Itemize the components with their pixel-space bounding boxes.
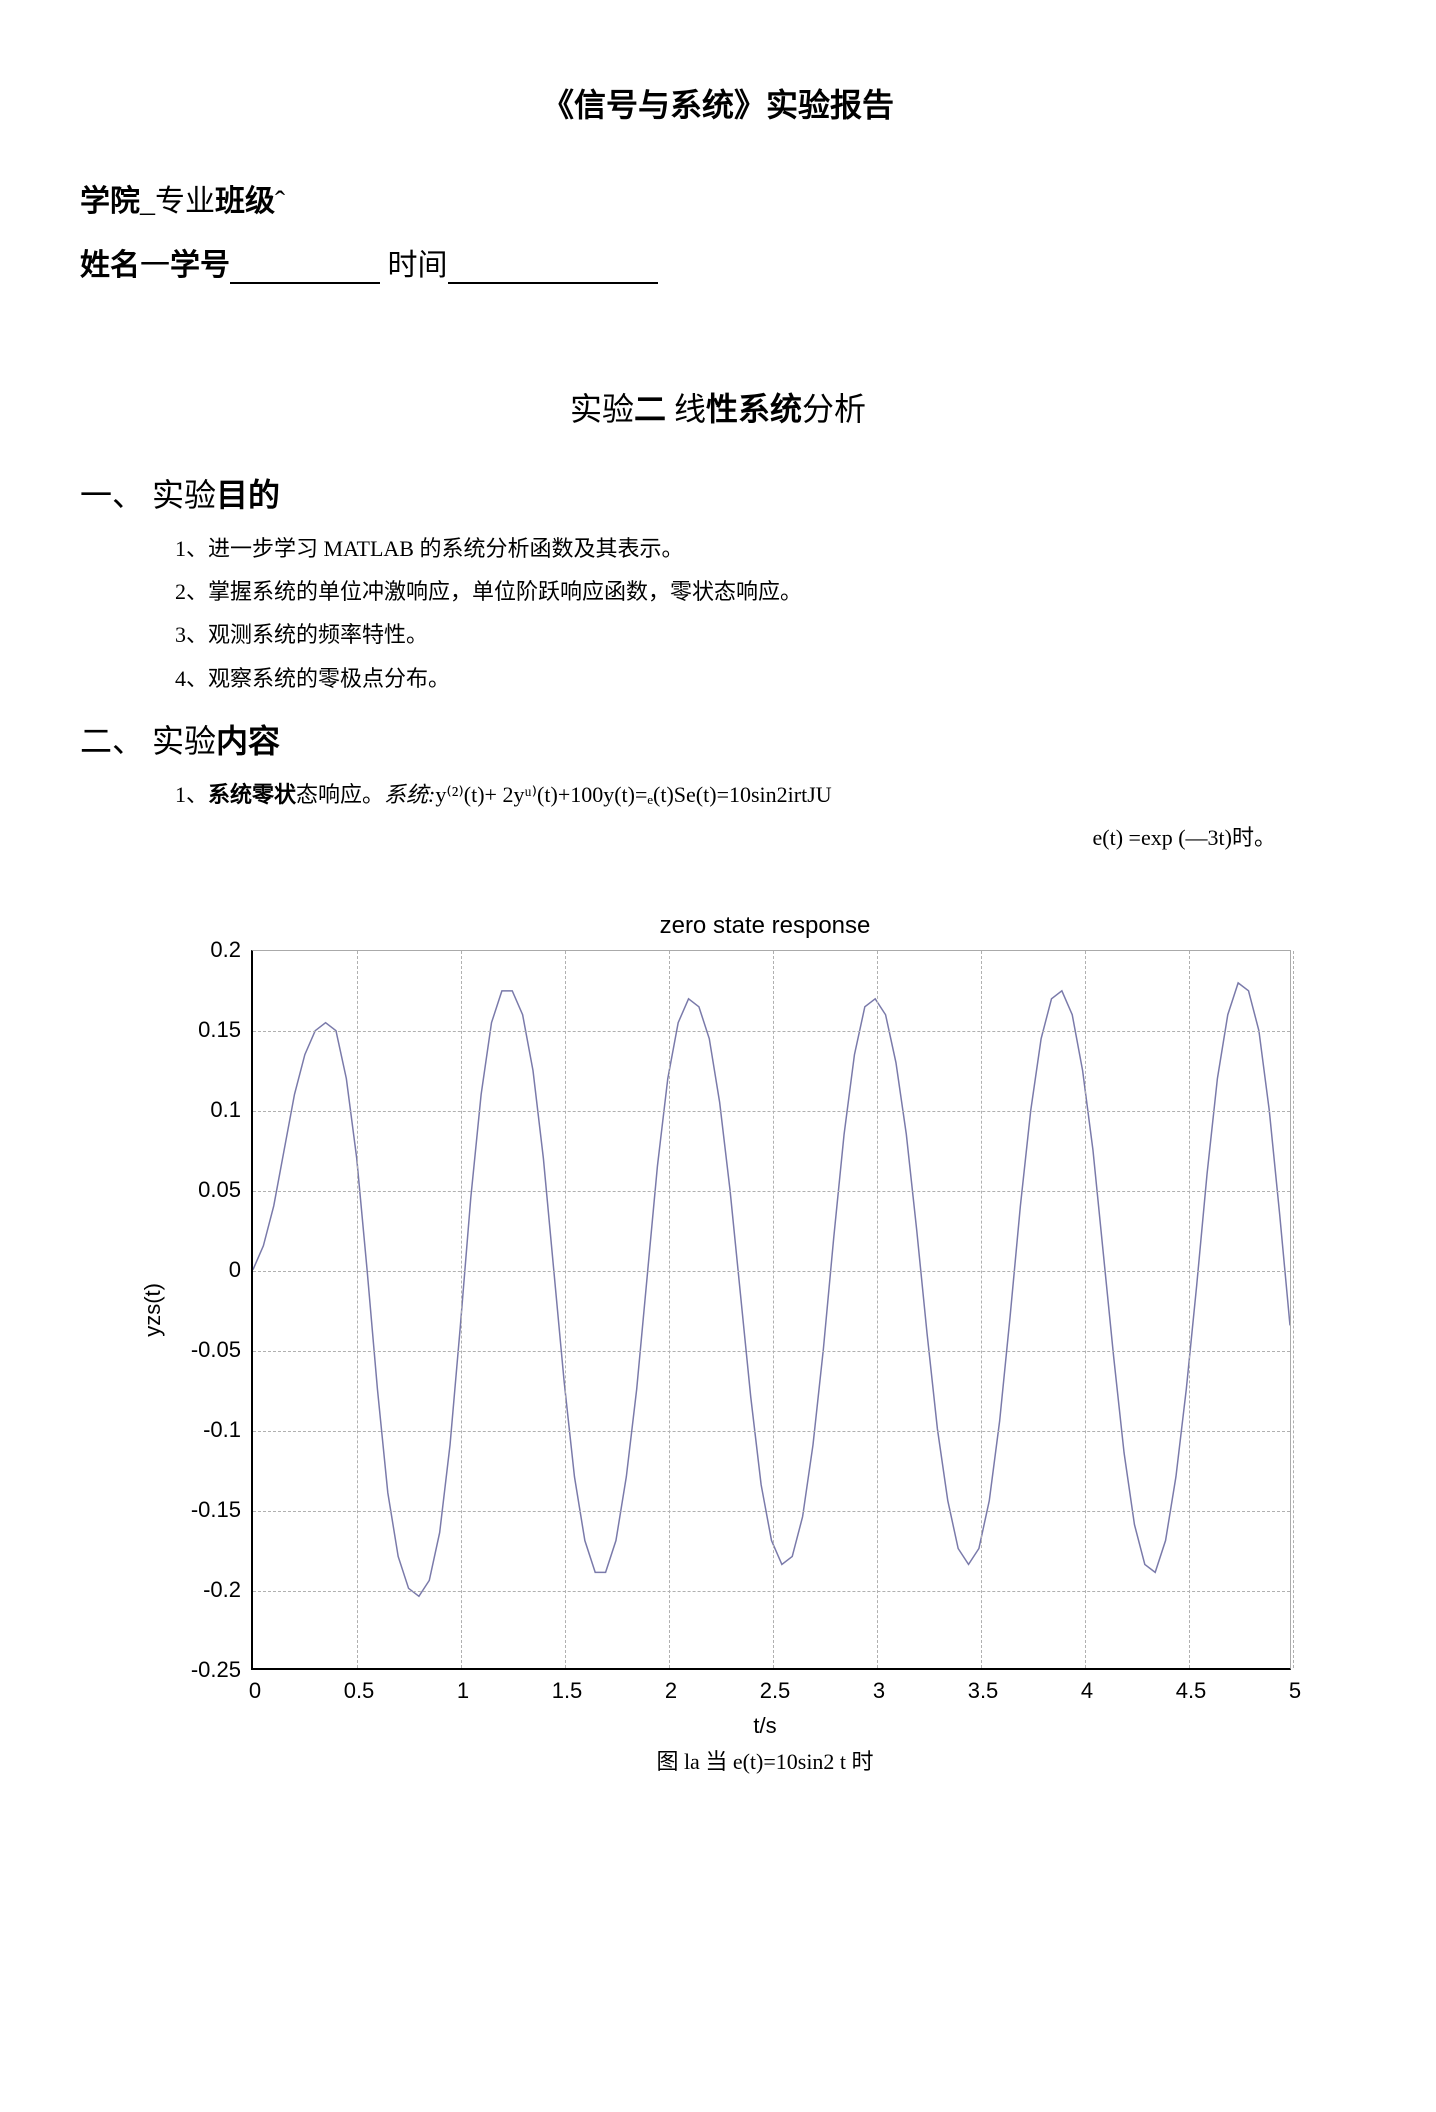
chart-xlabel: t/s xyxy=(190,1713,1340,1739)
grid-horizontal xyxy=(253,1431,1290,1432)
field-name: 姓名 xyxy=(80,249,140,282)
experiment-subtitle: 实验二 线性系统分析 xyxy=(80,384,1356,430)
document-title: 《信号与系统》实验报告 xyxy=(80,80,1356,126)
y-axis: 0.20.150.10.050-0.05-0.1-0.15-0.2-0.25 xyxy=(171,950,251,1670)
section-1-bold: 目的 xyxy=(216,477,280,513)
grid-horizontal xyxy=(253,1271,1290,1272)
section-2-bold: 内容 xyxy=(216,723,280,759)
section-1-header: 一、 实验目的 xyxy=(80,470,1356,516)
content-line-1: 1、系统零状态响应。系统:y⁽²⁾(t)+ 2yᵘ⁾(t)+100y(t)=ₑ(… xyxy=(175,777,1356,812)
section-2-text: 实验 xyxy=(152,723,216,759)
field-time: 时间 xyxy=(388,249,448,282)
subtitle-suffix: 分析 xyxy=(802,391,866,427)
list-item-3: 3、观测系统的频率特性。 xyxy=(175,617,1356,652)
item-num: 3、 xyxy=(175,622,208,647)
subtitle-mid: 线 xyxy=(666,391,706,427)
form-line-1: 学院_专业班级ˆ xyxy=(80,176,1356,220)
y-tick-label: -0.05 xyxy=(191,1337,241,1363)
section-2-num: 二、 xyxy=(80,723,144,759)
content-normal: 态响应。 xyxy=(296,782,384,807)
right-note: e(t) =exp (—3t)时。 xyxy=(80,820,1276,852)
grid-vertical xyxy=(357,951,358,1668)
content-bold: 系统零状 xyxy=(208,782,296,807)
y-tick-label: 0.2 xyxy=(210,937,241,963)
grid-vertical xyxy=(461,951,462,1668)
grid-vertical xyxy=(1189,951,1190,1668)
content-equation: y⁽²⁾(t)+ 2yᵘ⁾(t)+100y(t)=ₑ(t)Se(t)=10sin… xyxy=(435,782,831,807)
grid-horizontal xyxy=(253,1191,1290,1192)
item-text: 观测系统的频率特性。 xyxy=(208,622,428,647)
item-text: 掌握系统的单位冲激响应，单位阶跃响应函数，零状态响应。 xyxy=(208,579,802,604)
x-axis: 00.511.522.533.544.55 xyxy=(255,1678,1305,1708)
subtitle-bold: 性系统 xyxy=(706,391,802,427)
y-tick-label: -0.25 xyxy=(191,1657,241,1683)
x-tick-label: 0.5 xyxy=(344,1678,375,1704)
grid-vertical xyxy=(669,951,670,1668)
section-1-text: 实验 xyxy=(152,477,216,513)
subtitle-prefix: 实验 xyxy=(570,391,634,427)
section-2-header: 二、 实验内容 xyxy=(80,716,1356,762)
grid-vertical xyxy=(1293,951,1294,1668)
x-tick-label: 4 xyxy=(1081,1678,1093,1704)
item-text: 进一步学习 MATLAB 的系统分析函数及其表示。 xyxy=(208,536,683,561)
x-tick-label: 2 xyxy=(665,1678,677,1704)
item-num: 1、 xyxy=(175,536,208,561)
grid-horizontal xyxy=(253,1111,1290,1112)
grid-vertical xyxy=(877,951,878,1668)
chart-wrapper: yzs(t) 0.20.150.10.050-0.05-0.1-0.15-0.2… xyxy=(140,950,1340,1670)
chart-ylabel: yzs(t) xyxy=(140,1283,166,1337)
item-num: 2、 xyxy=(175,579,208,604)
field-institute: 学院 xyxy=(80,185,140,218)
x-tick-label: 2.5 xyxy=(760,1678,791,1704)
y-tick-label: 0.1 xyxy=(210,1097,241,1123)
x-tick-label: 5 xyxy=(1289,1678,1301,1704)
subtitle-num: 二 xyxy=(634,391,666,427)
list-item-1: 1、进一步学习 MATLAB 的系统分析函数及其表示。 xyxy=(175,531,1356,566)
y-tick-label: -0.15 xyxy=(191,1497,241,1523)
section-1-num: 一、 xyxy=(80,477,144,513)
item-text: 观察系统的零极点分布。 xyxy=(208,666,450,691)
field-major: _专业 xyxy=(140,185,215,218)
list-item-4: 4、观察系统的零极点分布。 xyxy=(175,661,1356,696)
x-tick-label: 3.5 xyxy=(968,1678,999,1704)
grid-vertical xyxy=(565,951,566,1668)
chart-curve xyxy=(253,951,1290,1668)
underline-2 xyxy=(448,248,658,284)
y-tick-label: 0.05 xyxy=(198,1177,241,1203)
plot-area xyxy=(251,950,1291,1670)
chart-container: zero state response yzs(t) 0.2 0.15 0.1 0.0… xyxy=(140,912,1340,1776)
field-class: 班级 xyxy=(215,185,275,218)
y-tick-label: -0.2 xyxy=(203,1577,241,1603)
chart-caption: 图 la 当 e(t)=10sin2 t 时 xyxy=(190,1744,1340,1776)
y-tick-label: 0 xyxy=(229,1257,241,1283)
form-line-2: 姓名一学号 时间 xyxy=(80,240,1356,284)
grid-vertical xyxy=(1085,951,1086,1668)
x-tick-label: 0 xyxy=(249,1678,261,1704)
list-item-2: 2、掌握系统的单位冲激响应，单位阶跃响应函数，零状态响应。 xyxy=(175,574,1356,609)
content-num: 1、 xyxy=(175,782,208,807)
grid-horizontal xyxy=(253,1351,1290,1352)
caret-symbol: ˆ xyxy=(275,185,285,218)
x-tick-label: 1.5 xyxy=(552,1678,583,1704)
grid-horizontal xyxy=(253,1031,1290,1032)
underline-1 xyxy=(230,248,380,284)
connector: 一 xyxy=(140,249,170,282)
grid-horizontal xyxy=(253,1511,1290,1512)
x-tick-label: 3 xyxy=(873,1678,885,1704)
response-curve xyxy=(253,983,1290,1596)
content-italic: 系统: xyxy=(384,782,435,807)
item-num: 4、 xyxy=(175,666,208,691)
y-tick-label: 0.15 xyxy=(198,1017,241,1043)
field-id: 学号 xyxy=(170,249,230,282)
y-tick-label: -0.1 xyxy=(203,1417,241,1443)
x-tick-label: 1 xyxy=(457,1678,469,1704)
grid-vertical xyxy=(773,951,774,1668)
grid-horizontal xyxy=(253,1591,1290,1592)
x-tick-label: 4.5 xyxy=(1176,1678,1207,1704)
grid-vertical xyxy=(981,951,982,1668)
chart-title: zero state response xyxy=(190,912,1340,940)
